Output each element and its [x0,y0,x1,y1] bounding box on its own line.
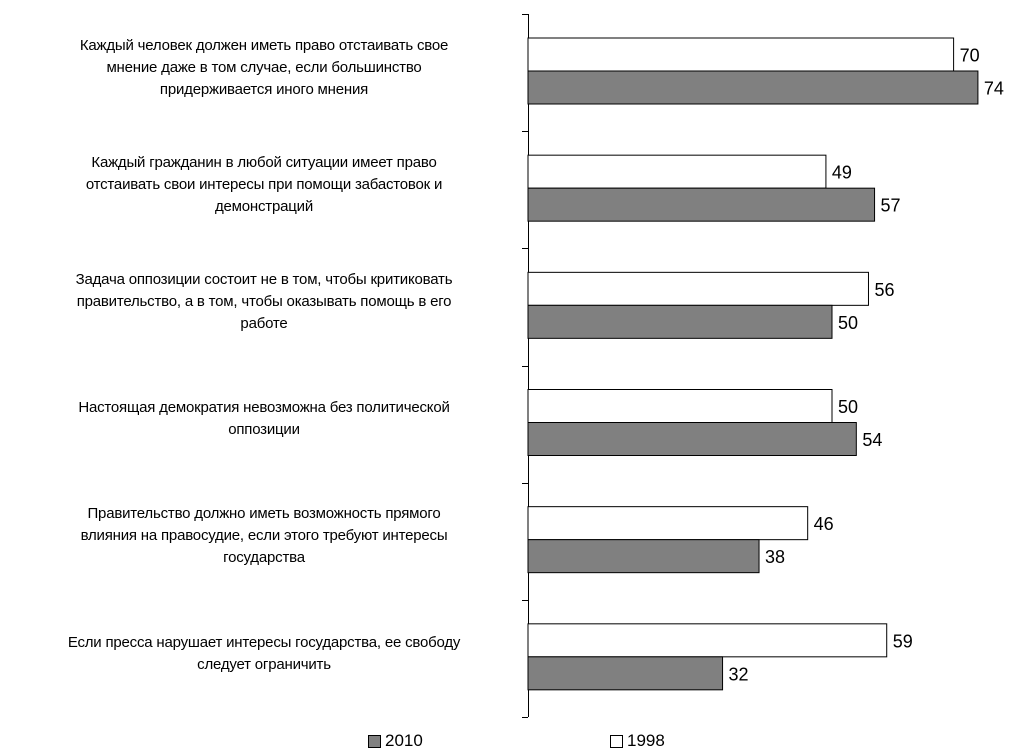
bar-2010 [527,304,833,339]
data-label-2010: 54 [862,430,882,450]
category-label-line: правительство, а в том, чтобы оказывать … [76,293,452,310]
category-label-line: Задача оппозиции состоит не в том, чтобы… [75,271,453,288]
category-label-line: мнение даже в том случае, если большинст… [106,59,422,76]
bar-1998 [527,506,809,541]
category-label-line: Настоящая демократия невозможна без поли… [78,399,450,416]
data-label-1998: 49 [832,163,852,183]
data-label-1998: 59 [893,631,913,651]
category-label-line: влияния на правосудие, если этого требую… [80,527,448,544]
bar-2010 [527,187,876,222]
category-label-line: работе [240,315,288,332]
data-label-2010: 74 [984,79,1004,99]
bar-2010 [527,656,724,691]
data-label-2010: 57 [881,196,901,216]
category-label-line: Каждый гражданин в любой ситуации имеет … [91,154,437,171]
bar-2010 [527,539,760,574]
category-label-line: придерживается иного мнения [159,81,369,98]
legend-item-2010: 2010 [368,731,423,751]
category-label-line: оппозиции [228,421,300,438]
bar-2010 [527,70,979,105]
category-label-line: отстаивать свои интересы при помощи заба… [85,176,443,193]
bar-2010 [527,422,857,456]
legend-label-2010: 2010 [385,731,423,750]
category-label: Каждый человек должен иметь право отстаи… [4,35,524,101]
bar-1998 [527,37,955,72]
category-label-line: Каждый человек должен иметь право отстаи… [79,37,449,54]
bar-1998 [527,271,869,306]
bar-1998 [527,389,833,423]
data-label-1998: 46 [814,514,834,534]
category-label-line: Если пресса нарушает интересы государств… [67,634,461,651]
data-label-1998: 70 [960,46,980,66]
legend-swatch-2010 [368,734,381,748]
category-label: Правительство должно иметь возможность п… [4,503,524,569]
bar-1998 [527,623,888,658]
data-label-2010: 50 [838,313,858,333]
data-label-1998: 56 [874,280,894,300]
category-label: Настоящая демократия невозможна без поли… [4,397,524,441]
legend-item-1998: 1998 [610,731,665,751]
category-label: Задача оппозиции состоит не в том, чтобы… [4,269,524,335]
category-label: Каждый гражданин в любой ситуации имеет … [4,152,524,218]
category-label-line: государства [223,549,305,566]
bar-1998 [527,154,827,189]
legend-label-1998: 1998 [627,731,665,750]
data-label-2010: 38 [765,547,785,567]
category-label-line: следует ограничить [197,656,331,673]
category-label: Если пресса нарушает интересы государств… [4,632,524,676]
category-label-line: Правительство должно иметь возможность п… [87,505,441,522]
category-label-line: демонстраций [214,198,314,215]
data-label-2010: 32 [729,664,749,684]
legend-swatch-1998 [610,734,623,748]
data-label-1998: 50 [838,397,858,417]
